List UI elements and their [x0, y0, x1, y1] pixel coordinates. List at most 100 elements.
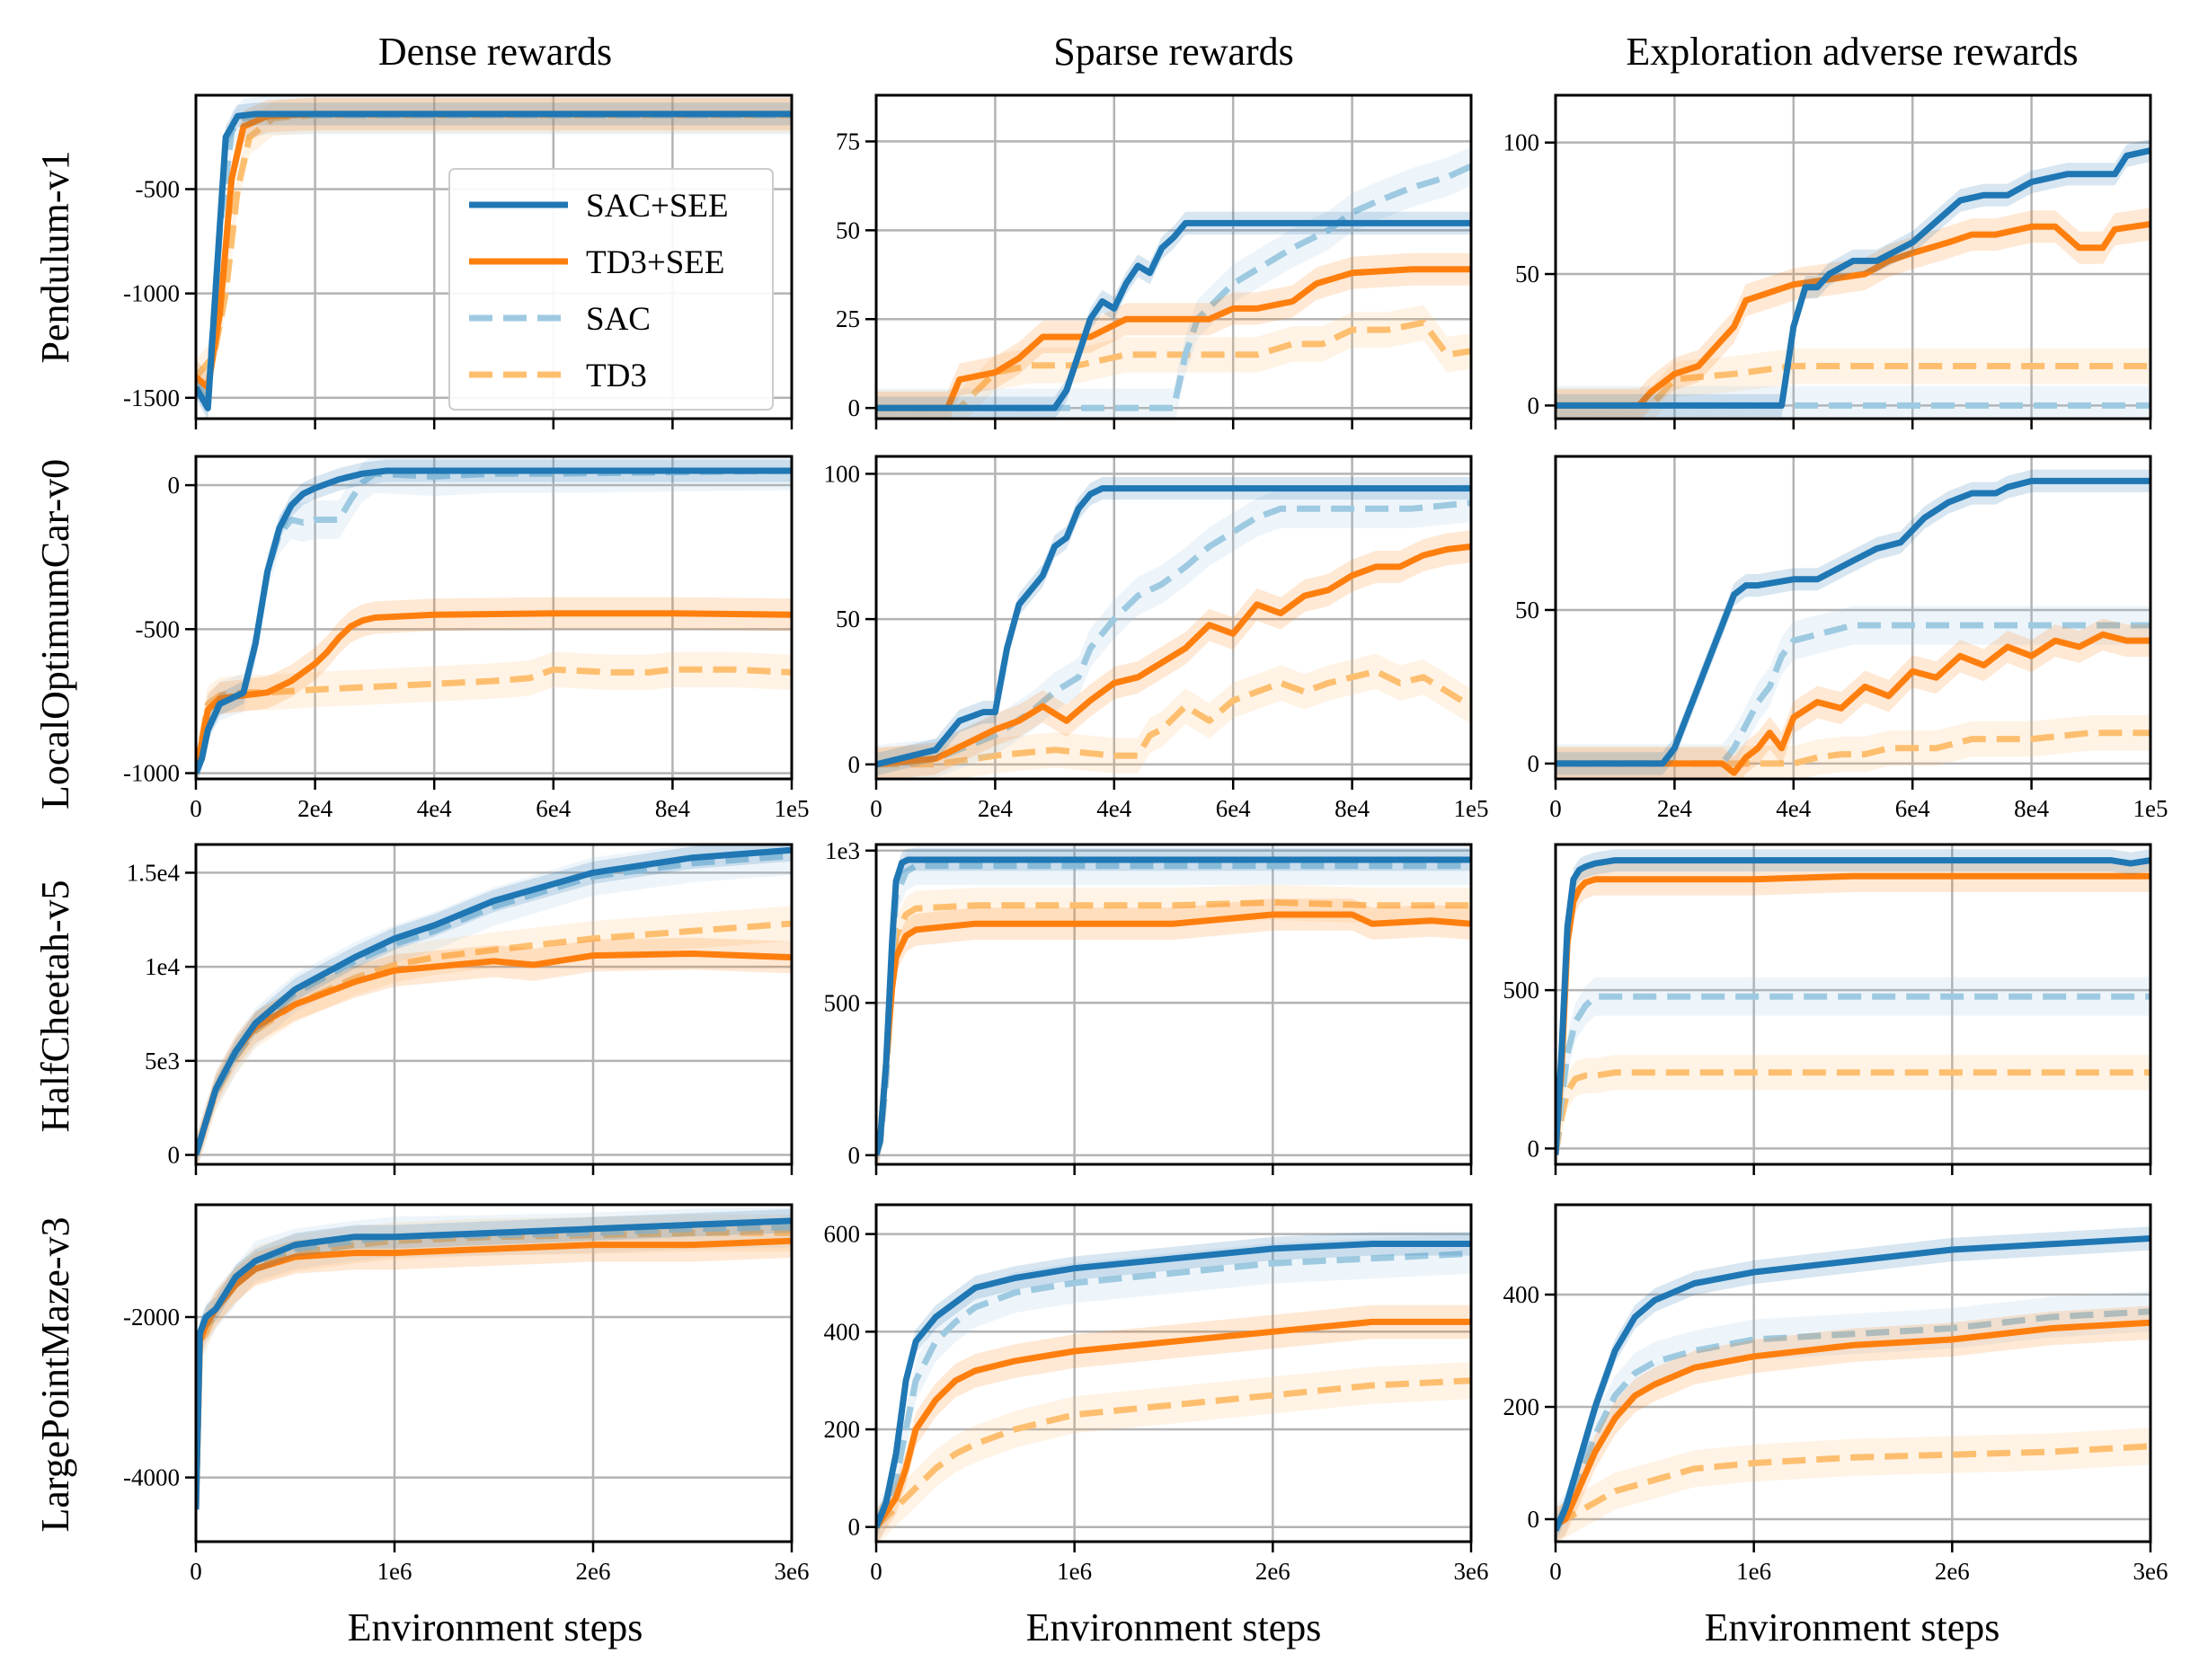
y-tick-label-r0c1: 0	[848, 394, 861, 421]
series-group-r1c1	[876, 477, 1471, 779]
panel-frame-r1c2	[1554, 455, 2152, 781]
y-tick-label-r0c1: 50	[836, 217, 860, 243]
band-td3-see-r2c2	[1556, 860, 2150, 1164]
x-tick-label-r1c0: 8e4	[655, 795, 690, 822]
band-sac-see-r0c2	[1556, 138, 2150, 417]
panel-r2c0: 0 5e3 1e4 1.5e4	[127, 843, 794, 1175]
panel-r0c1: 0 25 50 75	[836, 93, 1473, 429]
x-tick-label-r3c0: 1e6	[377, 1558, 412, 1585]
y-tick-label-r3c0: -4000	[123, 1464, 180, 1491]
x-tick-label-r3c0: 2e6	[576, 1558, 611, 1585]
panel-frame-r2c2	[1554, 843, 2152, 1166]
col-title-sparse: Sparse rewards	[1053, 30, 1294, 74]
band-td3-see-r3c1	[876, 1304, 1471, 1542]
y-tick-label-r3c2: 200	[1503, 1393, 1540, 1420]
panel-frame-r1c1	[874, 455, 1473, 781]
xlabel-col-1: Environment steps	[1026, 1605, 1322, 1649]
x-tick-label-r1c1: 2e4	[978, 795, 1013, 822]
panel-frame-r3c2	[1554, 1203, 2152, 1543]
y-tick-label-r0c2: 0	[1528, 392, 1540, 419]
panel-r2c1: 0 500 1e3	[824, 837, 1473, 1175]
x-tick-label-r3c1: 2e6	[1255, 1558, 1290, 1585]
line-sac-see-r1c2	[1556, 477, 2150, 767]
x-tick-label-r1c1: 8e4	[1334, 795, 1370, 822]
line-sac-r1c0	[196, 467, 792, 774]
x-tick-label-r3c2: 2e6	[1935, 1558, 1970, 1585]
y-tick-label-r3c1: 400	[824, 1318, 861, 1345]
x-tick-label-r1c2: 8e4	[2014, 795, 2049, 822]
line-sac-see-r3c2	[1556, 1235, 2150, 1532]
line-sac-see-r0c1	[876, 219, 1471, 411]
panels: -500 -1000 -1500 0 25 50 75 0 50 100 0 -500 -1000 0 2e…	[123, 93, 2168, 1585]
panel-r1c1: 0 50 100 0 2e4 4e4 6e4 8e4 1e5	[824, 455, 1489, 822]
band-td3-r2c0	[196, 906, 792, 1164]
band-td3-see-r3c0	[196, 1224, 792, 1526]
x-tick-label-r1c2: 6e4	[1895, 795, 1930, 822]
band-sac-see-r2c0	[196, 844, 792, 1164]
legend-box	[448, 168, 774, 411]
y-tick-label-r2c1: 500	[824, 989, 861, 1016]
y-tick-label-r1c1: 0	[848, 751, 861, 778]
panel-r0c2: 0 50 100	[1503, 93, 2152, 429]
y-tick-label-r2c0: 0	[168, 1142, 181, 1169]
legend-label-sac: SAC	[586, 301, 651, 338]
band-sac-r2c1	[876, 846, 1471, 1164]
panel-frame-r3c0	[194, 1203, 794, 1543]
line-sac-r2c1	[876, 862, 1471, 1156]
y-tick-label-r0c1: 75	[836, 128, 860, 155]
y-tick-label-r0c0: -500	[136, 176, 181, 203]
x-tick-label-r3c1: 0	[870, 1558, 882, 1585]
series-group-r0c1	[876, 146, 1471, 419]
y-tick-label-r2c1: 1e3	[825, 837, 860, 864]
y-tick-label-r3c0: -2000	[123, 1304, 180, 1331]
panel-r2c2: 0 500	[1503, 843, 2152, 1175]
row-title-large-point-maze: LargePointMaze-v3	[33, 1216, 77, 1532]
band-td3-r2c1	[876, 884, 1471, 1164]
band-sac-r3c1	[876, 1233, 1471, 1542]
row-title-local-optimum-car: LocalOptimumCar-v0	[33, 459, 77, 809]
line-td3-r0c1	[876, 319, 1471, 411]
legend-label-td3: TD3	[586, 358, 647, 394]
panel-r0c0: -500 -1000 -1500	[123, 93, 794, 429]
y-tick-label-r2c0: 5e3	[145, 1048, 180, 1074]
row-title-half-cheetah: HalfCheetah-v5	[33, 880, 77, 1133]
panel-frame-r0c2	[1554, 93, 2152, 420]
y-tick-label-r3c2: 0	[1528, 1506, 1540, 1533]
y-tick-label-r2c0: 1.5e4	[127, 859, 181, 886]
line-sac-see-r0c0	[196, 111, 792, 411]
line-td3-see-r1c1	[876, 543, 1471, 768]
band-sac-r0c0	[196, 95, 792, 418]
line-sac-r3c2	[1556, 1308, 2150, 1527]
panel-frame-r0c1	[874, 93, 1473, 420]
y-tick-label-r2c2: 500	[1503, 977, 1540, 1004]
x-tick-label-r1c2: 1e5	[2133, 795, 2168, 822]
x-tick-label-r3c2: 1e6	[1736, 1558, 1771, 1585]
line-td3-see-r2c1	[876, 911, 1471, 1156]
panel-r3c2: 0 200 400 0 1e6 2e6 3e6	[1503, 1203, 2168, 1585]
legend-label-sac-see: SAC+SEE	[586, 188, 729, 225]
legend-label-td3-see: TD3+SEE	[586, 244, 724, 281]
x-tick-label-r1c0: 6e4	[536, 795, 571, 822]
series-group-r3c0	[196, 1207, 792, 1530]
y-tick-label-r0c0: -1000	[123, 280, 180, 307]
y-tick-label-r1c0: -1000	[123, 760, 180, 787]
series-group-r3c2	[1556, 1226, 2150, 1542]
band-sac-r1c1	[876, 483, 1471, 779]
x-tick-label-r1c0: 0	[190, 795, 202, 822]
band-td3-r0c0	[196, 97, 792, 395]
series-group-r0c2	[1556, 138, 2150, 419]
line-sac-r1c1	[876, 500, 1471, 768]
x-tick-label-r1c1: 0	[870, 795, 882, 822]
band-sac-r0c2	[1556, 385, 2150, 419]
x-tick-label-r1c1: 1e5	[1454, 795, 1489, 822]
y-tick-label-r1c0: 0	[168, 472, 181, 499]
band-sac-r1c0	[196, 456, 792, 779]
panel-frame-r0c0	[194, 93, 794, 420]
panel-frame-r2c1	[874, 843, 1473, 1166]
band-td3-see-r3c2	[1556, 1305, 2150, 1542]
titles: Dense rewards Sparse rewards Exploration…	[33, 30, 2079, 1649]
y-tick-label-r1c2: 0	[1528, 750, 1540, 777]
y-tick-label-r1c0: -500	[136, 615, 181, 642]
x-tick-label-r3c2: 3e6	[2133, 1558, 2168, 1585]
